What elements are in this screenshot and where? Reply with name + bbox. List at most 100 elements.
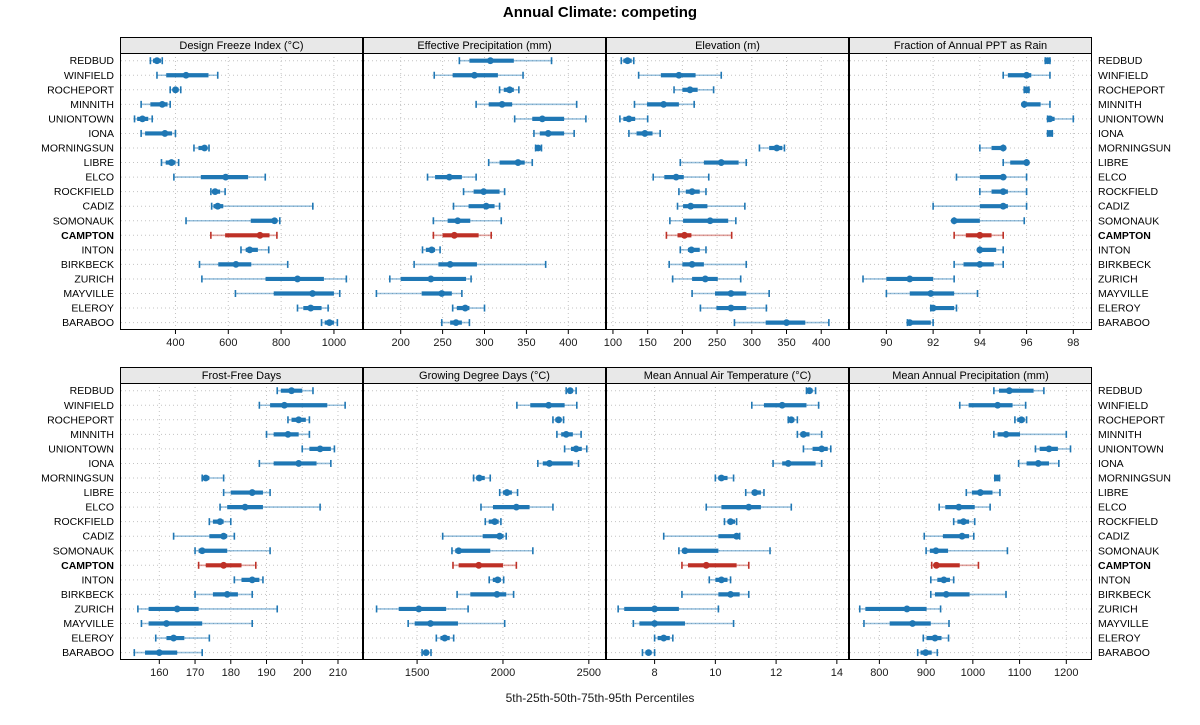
errorbar-mayville — [885, 290, 979, 297]
errorbar-birkbeck — [198, 260, 289, 268]
site-label-right-eleroy: ELEROY — [1098, 633, 1141, 645]
errorbar-campton — [930, 561, 980, 569]
errorbar-iona — [1017, 459, 1060, 467]
panel-mean-annual-precipitation-mm: Mean Annual Precipitation (mm) 800 900 1000… — [849, 367, 1092, 679]
x-tick-label: 900 — [917, 667, 935, 679]
errorbar-elco — [426, 173, 477, 181]
errorbar-minnith — [796, 430, 823, 438]
errorbar-libre — [679, 159, 748, 167]
errorbar-rocheport — [498, 86, 520, 94]
errorbar-rocheport — [287, 416, 311, 424]
errorbar-birkbeck — [194, 590, 254, 598]
x-tick-label: 600 — [219, 337, 237, 349]
panel-design-freeze-index-c: Design Freeze Index (°C) 400 600 800 1000 — [120, 37, 363, 349]
errorbar-baraboo — [440, 319, 471, 327]
x-axis: 200 250 300 350 400 — [392, 330, 577, 349]
site-label-left-inton: INTON — [82, 244, 114, 256]
errorbar-uniontown — [301, 445, 336, 453]
x-tick-label: 180 — [222, 667, 240, 679]
site-label-right-elco: ELCO — [1098, 502, 1127, 514]
site-label-left-inton: INTON — [82, 574, 114, 586]
site-label-right-elco: ELCO — [1098, 172, 1127, 184]
errorbar-winfield — [637, 71, 723, 79]
site-label-right-inton: INTON — [1098, 244, 1130, 256]
site-label-left-rocheport: ROCHEPORT — [47, 414, 114, 426]
site-label-right-rockfield: ROCKFIELD — [1098, 516, 1159, 528]
errorbar-campton — [953, 231, 1005, 239]
errorbar-redbud — [1044, 57, 1052, 65]
x-tick-label: 190 — [257, 667, 275, 679]
site-label-right-campton: CAMPTON — [1098, 230, 1151, 242]
errorbar-rockfield — [952, 518, 976, 526]
errorbar-libre — [487, 159, 534, 167]
site-label-left-libre: LIBRE — [84, 487, 114, 499]
errorbar-uniontown — [619, 115, 649, 123]
x-tick-label: 400 — [166, 337, 184, 349]
errorbar-iona — [140, 129, 177, 137]
errorbar-campton — [665, 231, 733, 239]
errorbar-minnith — [265, 430, 311, 438]
x-tick-label: 8 — [652, 667, 658, 679]
site-label-right-morningsun: MORNINGSUN — [1098, 143, 1171, 155]
errorbar-rocheport — [673, 86, 715, 94]
errorbar-mayville — [140, 620, 254, 627]
errorbar-morningsun — [758, 144, 786, 152]
panel-effective-precipitation-mm: Effective Precipitation (mm) 200 250 300 350… — [363, 37, 606, 349]
site-label-left-somonauk: SOMONAUK — [53, 545, 114, 557]
site-label-right-morningsun: MORNINGSUN — [1098, 473, 1171, 485]
errorbar-morningsun — [979, 144, 1007, 152]
errorbar-inton — [976, 246, 1005, 254]
x-tick-label: 1000 — [322, 337, 346, 349]
errorbar-iona — [628, 129, 661, 137]
x-axis: 100 150 200 250 300 350 400 — [604, 330, 830, 349]
errorbar-rockfield — [979, 188, 1028, 196]
x-tick-label: 10 — [709, 667, 721, 679]
errorbar-libre — [160, 159, 180, 167]
errorbar-libre — [744, 489, 765, 497]
site-label-right-minnith: MINNITH — [1098, 99, 1142, 111]
x-tick-label: 800 — [870, 667, 888, 679]
panel-elevation-m: Elevation (m) 100 150 200 250 300 350 400 — [604, 37, 849, 349]
site-label-right-libre: LIBRE — [1098, 487, 1128, 499]
site-label-right-birkbeck: BIRKBECK — [1098, 259, 1151, 271]
errorbar-libre — [1002, 159, 1030, 167]
errorbar-cadiz — [676, 202, 746, 210]
site-label-right-eleroy: ELEROY — [1098, 303, 1141, 315]
site-label-right-somonauk: SOMONAUK — [1098, 215, 1159, 227]
site-label-right-cadiz: CADIZ — [1098, 201, 1130, 213]
errorbar-campton — [681, 561, 750, 569]
errorbar-morningsun — [193, 144, 210, 152]
x-axis: 1500 2000 2500 — [405, 660, 601, 679]
errorbar-somonauk — [678, 547, 771, 555]
site-label-left-minnith: MINNITH — [70, 429, 114, 441]
errorbar-eleroy — [435, 634, 455, 642]
errorbar-libre — [965, 489, 1001, 497]
errorbar-uniontown — [1046, 115, 1075, 123]
errorbar-winfield — [433, 71, 524, 79]
errorbar-redbud — [993, 387, 1045, 395]
x-tick-label: 250 — [708, 337, 726, 349]
site-label-left-morningsun: MORNINGSUN — [41, 143, 114, 155]
gridlines — [121, 53, 362, 330]
errorbar-zurich — [858, 605, 942, 613]
panel-title: Fraction of Annual PPT as Rain — [894, 40, 1047, 52]
x-tick-label: 98 — [1067, 337, 1079, 349]
errorbar-inton — [929, 576, 955, 584]
site-label-left-libre: LIBRE — [84, 157, 114, 169]
site-label-left-baraboo: BARABOO — [62, 647, 114, 659]
errorbar-inton — [679, 246, 707, 254]
errorbar-minnith — [556, 430, 582, 438]
site-label-right-cadiz: CADIZ — [1098, 531, 1130, 543]
x-tick-label: 12 — [770, 667, 782, 679]
site-label-left-birkbeck: BIRKBECK — [61, 589, 114, 601]
chart-title: Annual Climate: competing — [502, 4, 698, 21]
site-label-left-zurich: ZURICH — [74, 273, 114, 285]
panel-border — [606, 383, 849, 660]
errorbar-rocheport — [1014, 416, 1028, 424]
site-label-left-uniontown: UNIONTOWN — [48, 443, 114, 455]
errorbar-rockfield — [678, 188, 707, 196]
errorbar-somonauk — [950, 217, 1026, 225]
site-label-left-iona: IONA — [88, 458, 114, 470]
errorbar-uniontown — [513, 115, 587, 123]
errorbar-zurich — [375, 605, 469, 613]
